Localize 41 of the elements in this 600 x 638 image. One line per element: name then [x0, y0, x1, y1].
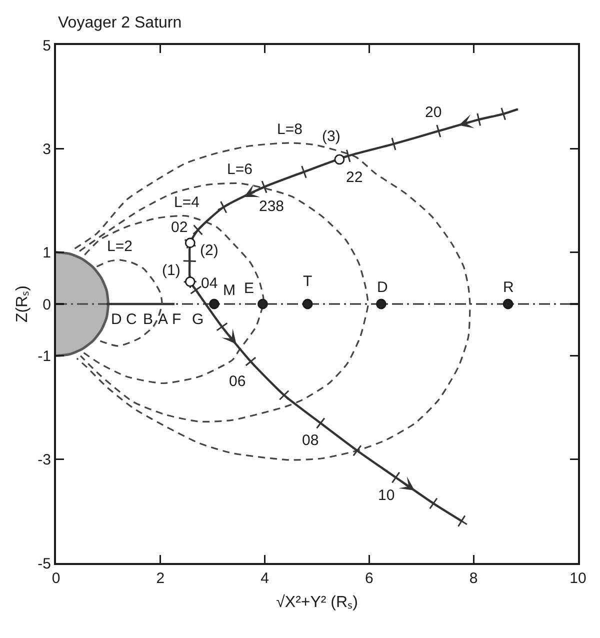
annotation: 10 [378, 487, 395, 504]
annotation: T [303, 273, 312, 290]
annotation: 22 [346, 169, 363, 186]
annotation: (3) [322, 128, 340, 145]
annotation: 20 [425, 104, 442, 121]
series-label: L=4 [174, 194, 200, 211]
annotation: 02 [171, 219, 188, 236]
annotation: B [143, 311, 154, 328]
annotation: 04 [201, 275, 218, 292]
annotation: 238 [259, 198, 284, 215]
annotation: E [244, 280, 254, 297]
x-axis-title: √X²+Y² (Rₛ) [276, 594, 358, 612]
series-label: L=6 [227, 161, 252, 178]
annotation: F [172, 311, 182, 328]
series-label: L=2 [107, 238, 132, 255]
x-tick-label: 8 [469, 570, 478, 587]
y-tick-label: 3 [42, 140, 51, 158]
annotation: R [503, 279, 514, 296]
y-tick-label: 0 [42, 296, 51, 314]
annotation: G [192, 311, 204, 328]
x-tick-label: 2 [156, 570, 165, 587]
annotation: D [111, 311, 122, 328]
y-tick-label: 1 [42, 244, 51, 262]
annotation: (1) [162, 262, 180, 279]
series-label: L=8 [277, 121, 302, 138]
x-tick-label: 6 [365, 570, 374, 587]
y-tick-label: 5 [42, 37, 51, 54]
x-tick-label: 4 [260, 570, 269, 587]
annotation: D [377, 279, 388, 296]
annotation: A [158, 311, 168, 328]
x-tick-label: 10 [570, 570, 586, 587]
y-axis-title: Z(Rₛ) [14, 286, 32, 322]
y-tick-label: -3 [38, 452, 51, 469]
annotation: 08 [302, 432, 319, 449]
annotation: 06 [229, 373, 246, 390]
y-tick-label: -5 [38, 555, 51, 572]
chart-title: Voyager 2 Saturn [58, 14, 182, 32]
y-tick-label: -1 [38, 348, 51, 366]
annotation: C [126, 311, 137, 328]
annotation: M [223, 282, 236, 299]
annotation: (2) [200, 242, 218, 259]
